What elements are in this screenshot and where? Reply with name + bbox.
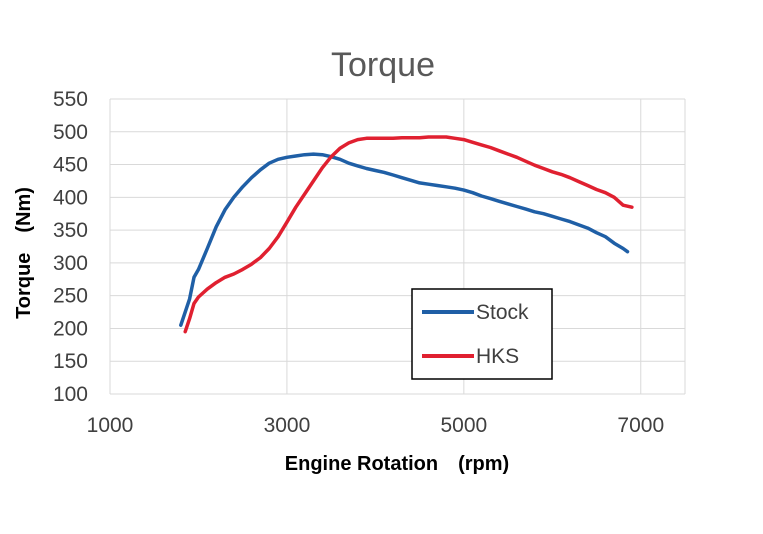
legend-label-stock: Stock — [476, 301, 529, 324]
y-tick-label: 150 — [53, 350, 88, 373]
y-tick-label: 350 — [53, 219, 88, 242]
chart-title: Torque — [331, 46, 435, 84]
gridlines — [109, 98, 686, 395]
legend-box — [411, 288, 553, 380]
x-tick-label: 7000 — [617, 414, 664, 437]
series-line-hks — [183, 135, 634, 334]
y-tick-label: 400 — [53, 186, 88, 209]
legend-label-hks: HKS — [476, 345, 519, 368]
y-axis-label: Torque (Nm) — [13, 187, 35, 319]
x-tick-label: 1000 — [87, 414, 134, 437]
y-tick-label: 300 — [53, 252, 88, 275]
x-axis-label: Engine Rotation (rpm) — [285, 453, 509, 475]
series-line-stock — [179, 152, 630, 327]
y-tick-label: 550 — [53, 88, 88, 111]
x-tick-label: 5000 — [440, 414, 487, 437]
y-tick-label: 100 — [53, 383, 88, 406]
y-tick-label: 250 — [53, 285, 88, 308]
legend: Stock HKS — [411, 288, 553, 380]
series-lines — [179, 135, 634, 334]
x-tick-labels: 1000 3000 5000 7000 — [87, 414, 664, 437]
y-tick-label: 500 — [53, 121, 88, 144]
y-tick-labels: 550 500 450 400 350 300 250 200 150 100 — [53, 88, 88, 406]
y-tick-label: 450 — [53, 154, 88, 177]
y-tick-label: 200 — [53, 317, 88, 340]
x-tick-label: 3000 — [264, 414, 311, 437]
